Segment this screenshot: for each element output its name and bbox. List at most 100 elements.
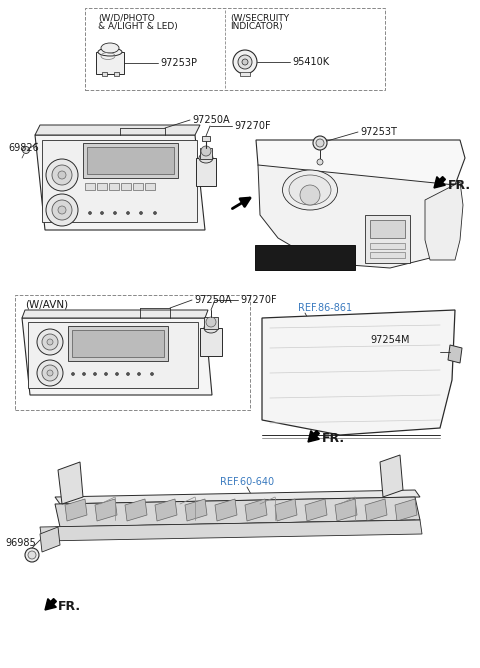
Circle shape (42, 334, 58, 350)
Circle shape (127, 373, 130, 375)
Ellipse shape (98, 48, 122, 56)
Polygon shape (22, 310, 208, 318)
Bar (85, 183, 95, 190)
Text: 95410K: 95410K (292, 57, 329, 67)
Polygon shape (425, 182, 463, 260)
Circle shape (206, 317, 216, 327)
Ellipse shape (289, 175, 331, 205)
Polygon shape (155, 499, 177, 521)
Bar (202, 136, 210, 141)
Polygon shape (35, 135, 205, 230)
Circle shape (58, 171, 66, 179)
Text: 97253P: 97253P (160, 58, 197, 68)
Text: 96985: 96985 (5, 538, 36, 548)
Bar (102, 72, 107, 76)
FancyArrow shape (308, 431, 319, 442)
Bar (200, 328, 222, 356)
Circle shape (137, 373, 141, 375)
Polygon shape (40, 520, 422, 541)
Circle shape (47, 370, 53, 376)
Bar (145, 183, 155, 190)
Circle shape (242, 59, 248, 65)
Circle shape (46, 194, 78, 226)
Text: FR.: FR. (322, 432, 345, 444)
Circle shape (151, 373, 154, 375)
Polygon shape (185, 499, 207, 521)
Circle shape (100, 212, 104, 214)
Bar (370, 220, 405, 238)
Polygon shape (305, 499, 327, 521)
Circle shape (317, 159, 323, 165)
Bar (133, 183, 143, 190)
Circle shape (37, 360, 63, 386)
Polygon shape (380, 455, 403, 497)
Text: 97250A: 97250A (192, 115, 229, 125)
Polygon shape (55, 520, 420, 534)
Text: INDICATOR): INDICATOR) (230, 21, 283, 31)
Text: 97254M: 97254M (370, 335, 409, 345)
FancyArrow shape (434, 176, 445, 188)
Text: 97270F: 97270F (240, 295, 276, 305)
Bar (121, 183, 131, 190)
Circle shape (116, 373, 119, 375)
Bar (83, 143, 178, 178)
Circle shape (201, 146, 211, 156)
Circle shape (52, 165, 72, 185)
Text: REF.60-640: REF.60-640 (220, 477, 274, 487)
Polygon shape (58, 462, 83, 504)
Polygon shape (95, 499, 117, 521)
Circle shape (88, 212, 92, 214)
Bar (255, 245, 355, 270)
Text: REF.86-861: REF.86-861 (298, 303, 352, 313)
Polygon shape (65, 499, 87, 521)
Text: 97270F: 97270F (234, 121, 271, 131)
Bar (200, 148, 212, 159)
Circle shape (127, 212, 130, 214)
Bar (28, 322, 198, 388)
Bar (365, 215, 410, 263)
Polygon shape (365, 499, 387, 521)
Circle shape (140, 212, 143, 214)
Circle shape (37, 329, 63, 355)
Bar (196, 158, 216, 186)
Bar (109, 183, 119, 190)
Ellipse shape (101, 43, 119, 53)
Polygon shape (395, 499, 417, 521)
Ellipse shape (283, 170, 337, 210)
Circle shape (52, 200, 72, 220)
Circle shape (25, 548, 39, 562)
Bar (87, 147, 174, 174)
Bar (370, 243, 405, 249)
Bar (42, 140, 197, 222)
Polygon shape (215, 499, 237, 521)
Text: 97250A: 97250A (194, 295, 232, 305)
Circle shape (313, 136, 327, 150)
Polygon shape (22, 318, 212, 395)
Bar (72, 330, 164, 357)
Circle shape (113, 212, 117, 214)
Polygon shape (55, 497, 420, 527)
Circle shape (233, 50, 257, 74)
Bar (114, 72, 119, 76)
Circle shape (154, 212, 156, 214)
Circle shape (28, 551, 36, 559)
Circle shape (23, 146, 29, 154)
Text: FR.: FR. (58, 599, 81, 613)
Ellipse shape (204, 323, 218, 333)
Circle shape (94, 373, 96, 375)
Polygon shape (125, 499, 147, 521)
Bar (204, 317, 218, 329)
Polygon shape (258, 165, 460, 268)
Circle shape (42, 365, 58, 381)
Bar (85, 8, 385, 90)
Polygon shape (40, 527, 60, 552)
Circle shape (316, 139, 324, 147)
Text: 69826: 69826 (8, 143, 39, 153)
Polygon shape (275, 499, 297, 521)
Polygon shape (448, 345, 462, 363)
Bar (96, 52, 124, 74)
Text: FR.: FR. (448, 178, 471, 192)
Text: (W/AVN): (W/AVN) (25, 299, 68, 309)
FancyArrow shape (45, 599, 57, 610)
Circle shape (72, 373, 74, 375)
